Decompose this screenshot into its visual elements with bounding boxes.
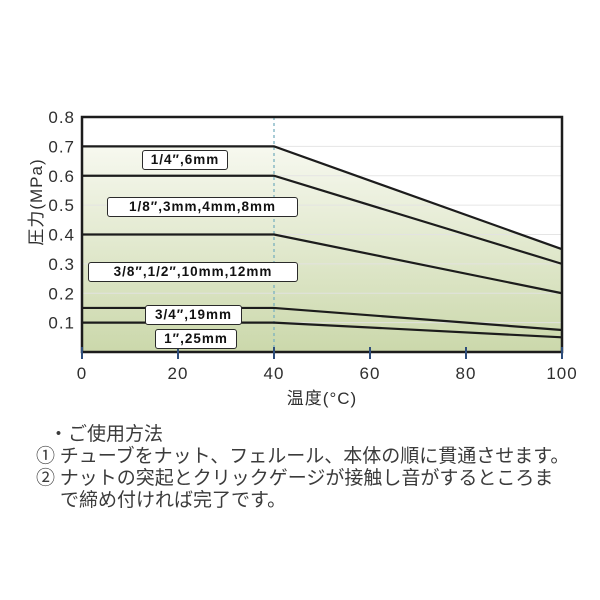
plot-border <box>80 115 564 354</box>
y-tick-label-0.6: 0.6 <box>48 167 75 186</box>
y-tick-label-0.8: 0.8 <box>48 108 75 127</box>
x-tick-label-100: 100 <box>546 364 577 383</box>
series-label-eighth-inch: 1/8″,3mm,4mm,8mm <box>107 197 298 217</box>
x-tick-label-40: 40 <box>264 364 285 383</box>
series-label-three-quarter-inch: 3/4″,19mm <box>145 305 242 325</box>
series-label-one-inch: 1″,25mm <box>155 329 237 349</box>
y-tick-label-0.3: 0.3 <box>48 255 75 274</box>
series-line-2 <box>82 233 563 295</box>
x-tick-label-60: 60 <box>360 364 381 383</box>
y-tick-label-0.5: 0.5 <box>48 196 75 215</box>
y-tick-label-0.2: 0.2 <box>48 284 75 303</box>
series-label-quarter-inch: 1/4″,6mm <box>142 150 228 170</box>
usage-step-2: ② ナットの突起とクリックゲージが接触し音がするところま <box>36 468 554 489</box>
x-tick-label-80: 80 <box>456 364 477 383</box>
chart-canvas: 0 20 40 60 80 100 0.1 0.2 0.3 0.4 0.5 0.6 0.7 0.8 <box>48 108 577 383</box>
usage-step-2-continued: で締め付ければ完了です。 <box>60 490 287 511</box>
y-tick-label-0.7: 0.7 <box>48 137 75 156</box>
usage-instructions: ・ご使用方法 ① チューブをナット、フェルール、本体の順に貫通させます。 ② ナ… <box>36 424 592 512</box>
series-label-three-eighth-inch: 3/8″,1/2″,10mm,12mm <box>88 262 298 282</box>
x-tick-label-20: 20 <box>168 364 189 383</box>
y-tick-label-0.4: 0.4 <box>48 226 75 245</box>
y-axis-title: 圧力(MPa) <box>27 158 46 246</box>
x-axis-title: 温度(°C) <box>286 389 358 408</box>
series-line-0 <box>82 145 563 251</box>
usage-title: ・ご使用方法 <box>49 424 164 445</box>
series-line-1 <box>82 174 563 265</box>
y-tick-label-0.1: 0.1 <box>48 314 75 333</box>
pressure-temperature-chart: 0 20 40 60 80 100 0.1 0.2 0.3 0.4 0.5 0.6 0.7 0.8 圧力(… <box>27 108 577 408</box>
x-tick-label-0: 0 <box>77 364 87 383</box>
usage-step-1: ① チューブをナット、フェルール、本体の順に貫通させます。 <box>36 446 570 467</box>
